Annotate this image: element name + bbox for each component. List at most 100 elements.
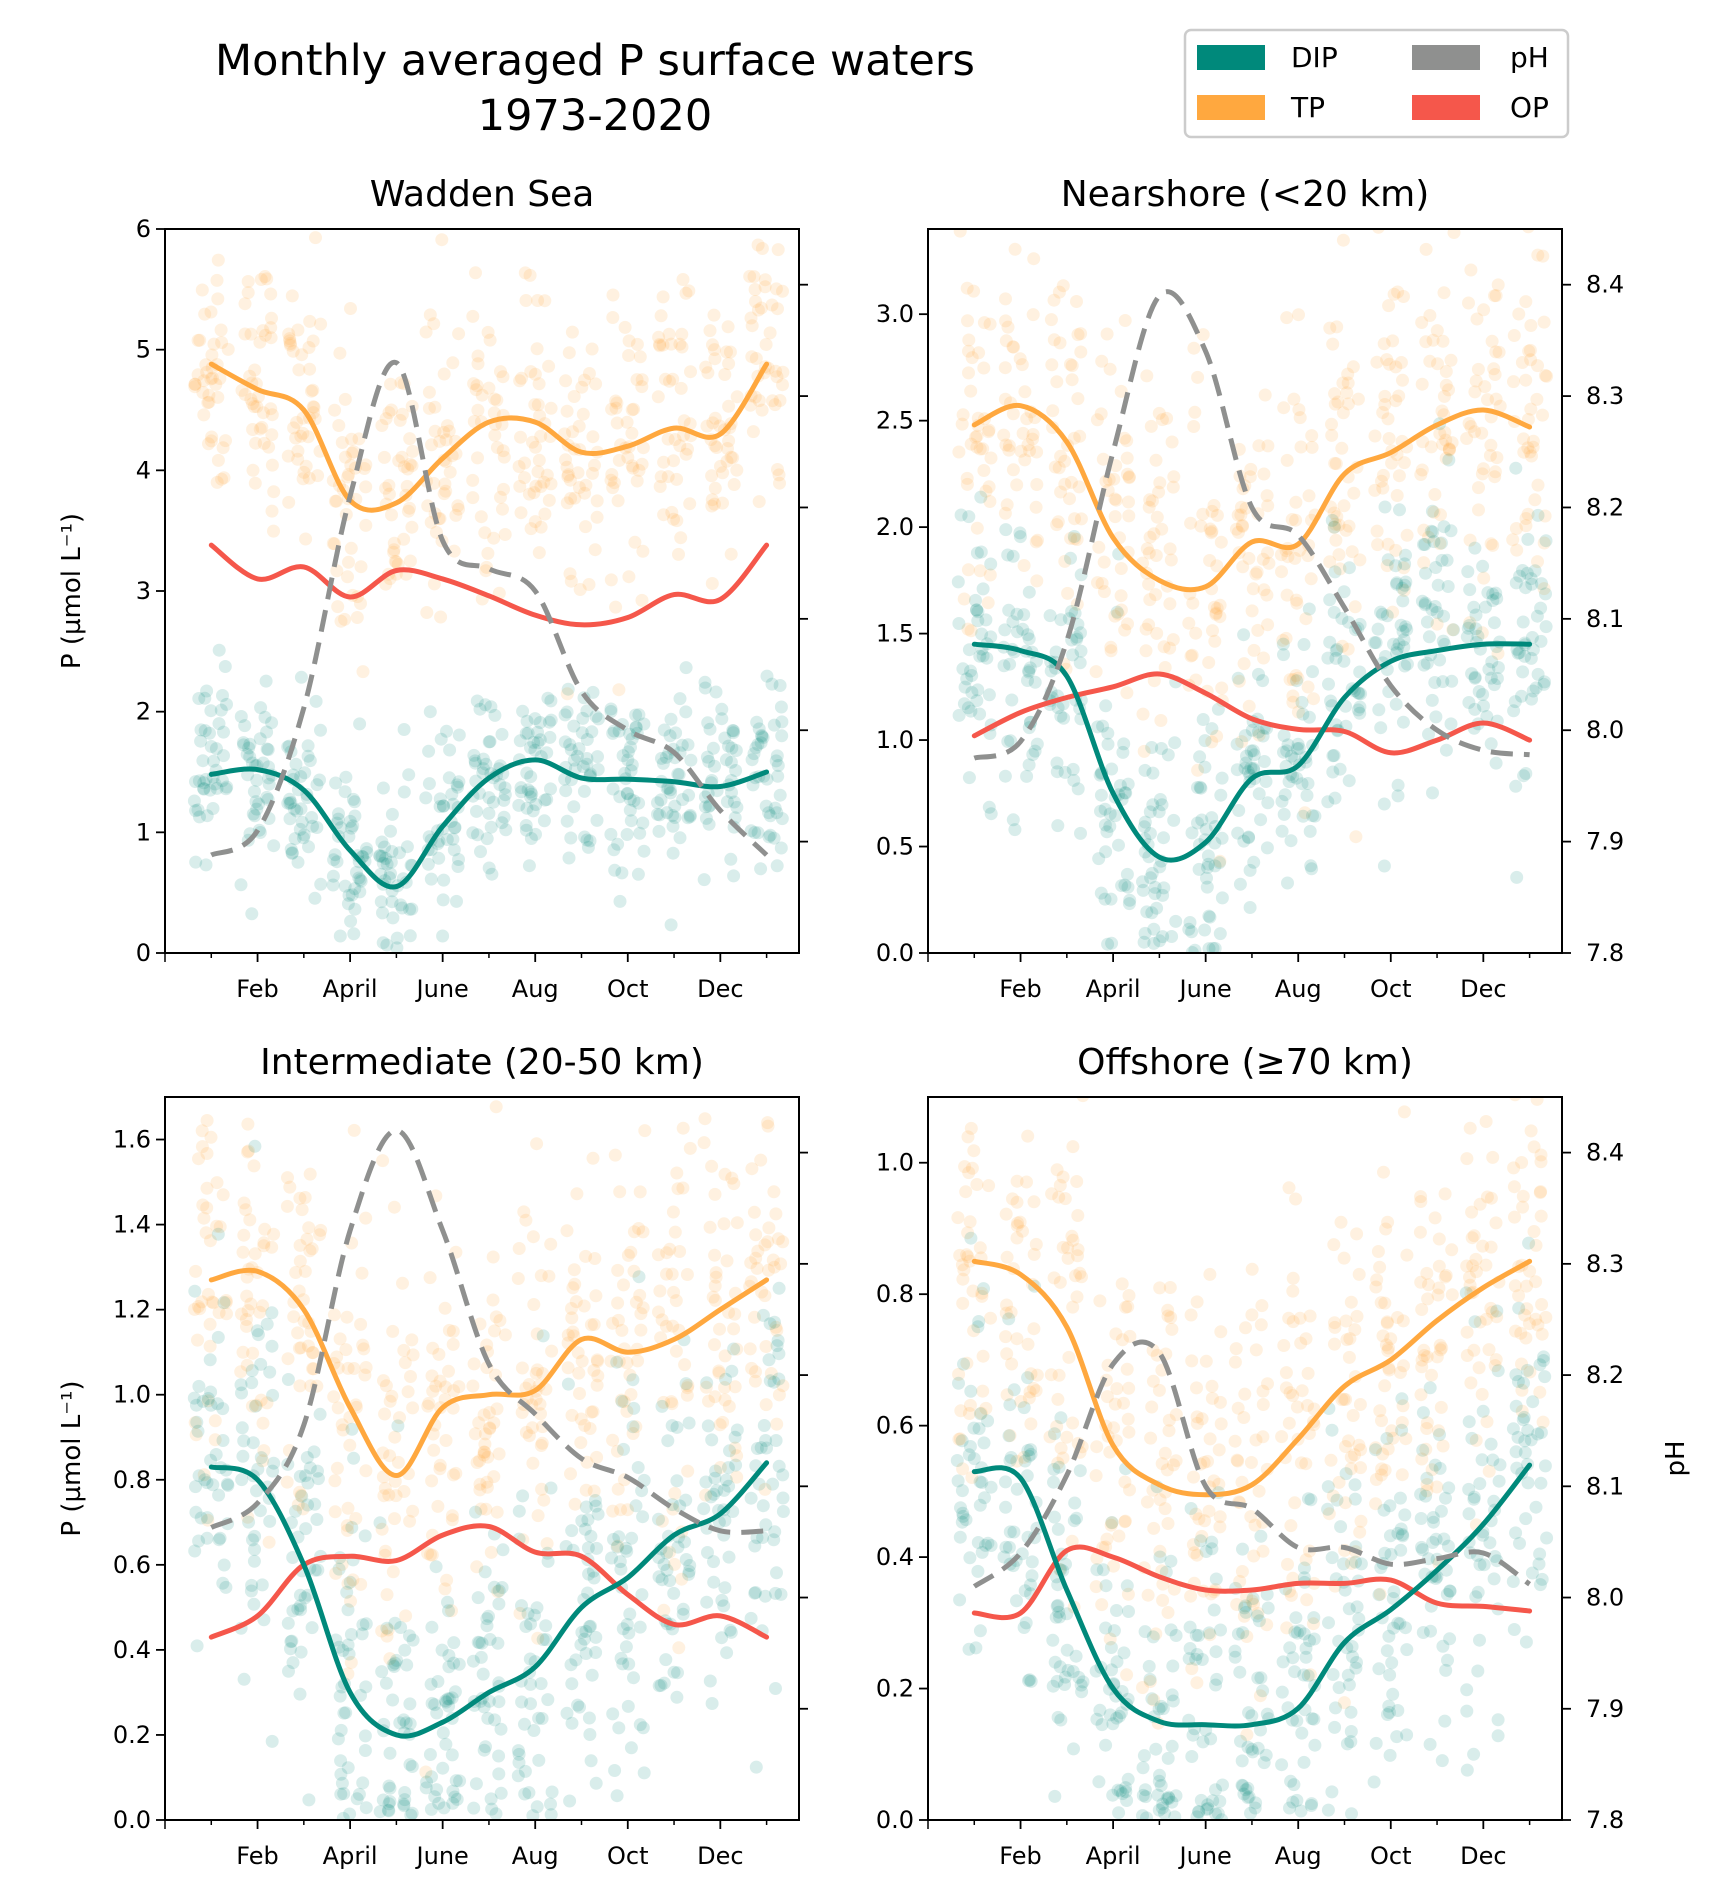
scatter-point-dip	[1050, 756, 1064, 770]
scatter-point-tp	[488, 1324, 501, 1338]
scatter-point-tp	[406, 1348, 420, 1362]
scatter-point-dip	[619, 1640, 633, 1654]
scatter-point-dip	[441, 1692, 455, 1706]
scatter-point-tp	[397, 1343, 411, 1357]
scatter-point-dip	[1113, 779, 1127, 792]
scatter-point-dip	[1260, 1587, 1274, 1601]
scatter-point-tp	[1073, 1266, 1087, 1280]
scatter-point-dip	[775, 729, 789, 743]
scatter-point-tp	[235, 1307, 248, 1321]
scatter-point-dip	[250, 802, 264, 816]
scatter-point-dip	[661, 781, 675, 795]
scatter-point-dip	[1396, 594, 1410, 608]
scatter-point-dip	[567, 753, 581, 767]
scatter-point-dip	[1074, 826, 1087, 840]
scatter-point-dip	[390, 1653, 403, 1667]
scatter-point-tp	[1213, 1395, 1227, 1409]
scatter-point-tp	[239, 1313, 253, 1326]
scatter-point-tp	[962, 1407, 976, 1420]
scatter-point-dip	[1340, 1737, 1354, 1751]
scatter-point-dip	[1424, 524, 1438, 538]
scatter-point-dip	[192, 692, 206, 705]
scatter-point-dip	[679, 1493, 693, 1507]
scatter-point-tp	[956, 1272, 970, 1286]
scatter-point-tp	[262, 440, 276, 454]
scatter-point-dip	[620, 787, 634, 801]
scatter-point-tp	[425, 438, 438, 452]
scatter-point-dip	[1465, 1431, 1479, 1445]
scatter-point-dip	[289, 1504, 302, 1518]
scatter-point-tp	[667, 512, 680, 526]
scatter-point-dip	[1425, 504, 1439, 518]
scatter-point-dip	[1216, 1778, 1229, 1792]
scatter-point-tp	[1142, 618, 1156, 632]
scatter-point-tp	[984, 1311, 997, 1325]
scatter-point-dip	[247, 1597, 261, 1611]
scatter-point-tp	[964, 437, 978, 451]
scatter-point-tp	[1006, 1192, 1019, 1206]
scatter-point-dip	[443, 743, 457, 757]
scatter-point-tp	[656, 290, 670, 304]
scatter-point-dip	[1389, 697, 1403, 711]
scatter-point-tp	[653, 480, 667, 493]
scatter-point-dip	[1110, 1711, 1124, 1725]
scatter-point-dip	[191, 803, 205, 817]
scatter-point-dip	[286, 1604, 300, 1618]
scatter-point-dip	[1070, 632, 1084, 646]
scatter-point-dip	[769, 1586, 782, 1600]
scatter-point-dip	[204, 1453, 218, 1467]
scatter-point-tp	[590, 1450, 604, 1464]
scatter-point-dip	[476, 752, 490, 766]
scatter-point-dip	[1185, 925, 1199, 939]
scatter-point-dip	[213, 1531, 227, 1545]
scatter-point-dip	[1140, 1811, 1153, 1820]
scatter-point-tp	[1394, 356, 1408, 369]
scatter-point-dip	[997, 1550, 1011, 1564]
scatter-point-tp	[544, 401, 558, 415]
scatter-point-tp	[530, 1327, 544, 1341]
scatter-point-dip	[970, 694, 984, 708]
scatter-point-tp	[437, 425, 451, 439]
scatter-point-dip	[1001, 735, 1015, 748]
scatter-point-dip	[718, 1514, 732, 1527]
scatter-point-tp	[1430, 1350, 1444, 1364]
y-tick-label: 0.8	[876, 1280, 914, 1308]
scatter-point-dip	[285, 1634, 299, 1648]
scatter-point-dip	[969, 1641, 983, 1655]
scatter-point-dip	[1090, 1563, 1104, 1577]
scatter-point-tp	[1164, 553, 1178, 567]
scatter-point-tp	[586, 430, 600, 444]
scatter-point-dip	[706, 741, 720, 755]
scatter-point-tp	[977, 316, 991, 330]
scatter-point-tp	[1512, 307, 1526, 321]
scatter-point-tp	[379, 1379, 393, 1393]
scatter-point-dip	[1201, 857, 1215, 871]
scatter-point-tp	[1141, 1588, 1155, 1602]
scatter-point-dip	[256, 756, 270, 770]
scatter-point-tp	[422, 385, 436, 399]
scatter-point-tp	[1021, 1129, 1035, 1143]
y-tick-label: 0.0	[113, 1806, 151, 1834]
scatter-point-tp	[1417, 1349, 1431, 1362]
scatter-point-dip	[237, 1434, 251, 1448]
scatter-point-tp	[1473, 1315, 1487, 1329]
scatter-point-dip	[1006, 615, 1020, 629]
scatter-point-dip	[1155, 1801, 1169, 1815]
scatter-point-tp	[961, 622, 975, 636]
scatter-point-tp	[481, 325, 495, 339]
scatter-point-tp	[1010, 1219, 1024, 1233]
scatter-point-tp	[1147, 1521, 1161, 1535]
scatter-point-tp	[246, 423, 260, 436]
scatter-point-dip	[1183, 1642, 1197, 1655]
scatter-point-tp	[195, 1140, 209, 1154]
scatter-point-tp	[1379, 1338, 1393, 1352]
x-tick-label: April	[323, 975, 378, 1003]
scatter-point-tp	[1240, 1630, 1254, 1643]
scatter-point-tp	[560, 460, 574, 474]
scatter-point-dip	[984, 1539, 998, 1552]
scatter-point-dip	[1489, 586, 1503, 600]
scatter-point-dip	[1414, 1512, 1428, 1525]
scatter-point-dip	[719, 753, 733, 767]
scatter-point-dip	[515, 1599, 528, 1613]
